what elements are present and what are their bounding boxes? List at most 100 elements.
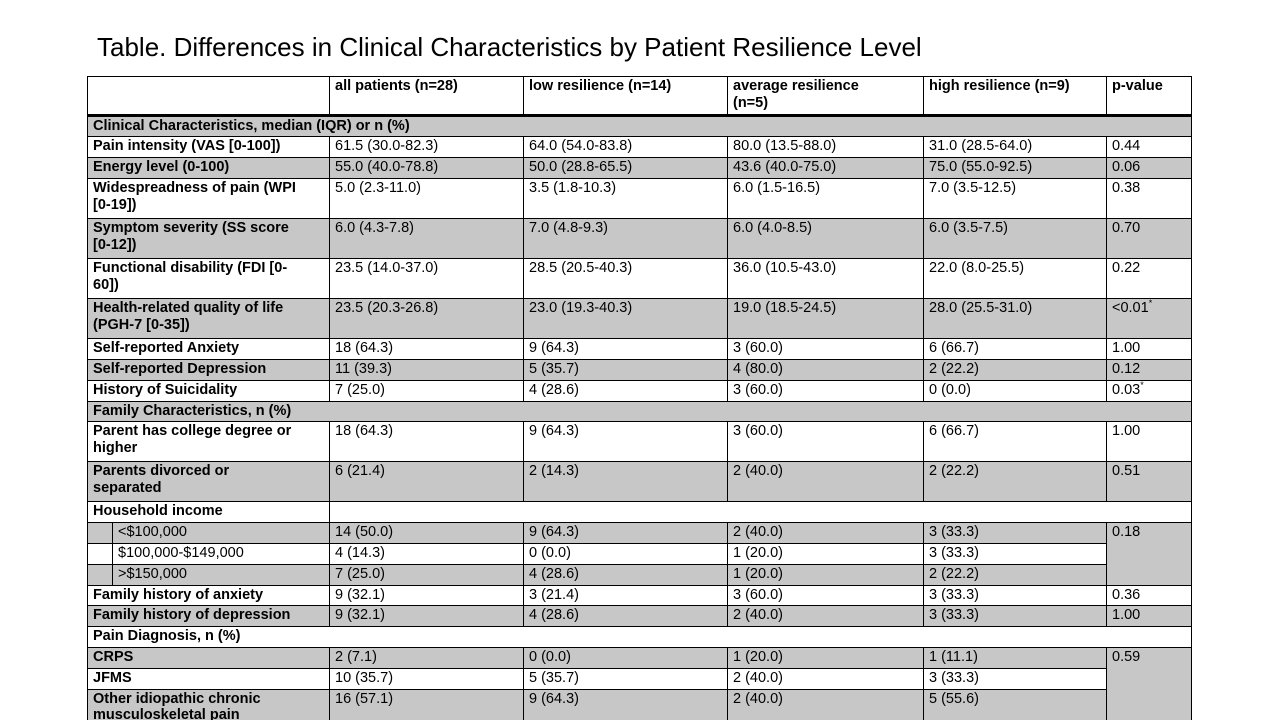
cell-value: 2 (14.3) <box>523 461 728 503</box>
p-value-cell: 1.00 <box>1106 338 1192 360</box>
cell-value: 3 (33.3) <box>923 584 1107 607</box>
row-label: Self-reported Depression <box>87 358 330 381</box>
section-header: Clinical Characteristics, median (IQR) o… <box>87 114 1192 138</box>
indent-cell <box>87 542 113 565</box>
table-row: >$150,000 7 (25.0) 4 (28.6) 1 (20.0) 2 (22.2… <box>87 563 1192 586</box>
cell-value: 6.0 (4.3-7.8) <box>329 218 524 260</box>
p-value: 0.36 <box>1112 586 1141 603</box>
p-value: 0.18 <box>1112 524 1141 541</box>
cell-value: 18 (64.3) <box>329 421 524 463</box>
p-value-cell: 0.18 <box>1106 522 1192 586</box>
table-row: Energy level (0-100) 55.0 (40.0-78.8) 50.0… <box>87 157 1192 180</box>
cell-value: 3 (33.3) <box>923 605 1107 628</box>
row-label-text: Widespreadness of pain (WPI [0-19]) <box>93 180 296 213</box>
cell-value: 14 (50.0) <box>329 522 524 544</box>
table-row: Pain intensity (VAS [0-100]) 61.5 (30.0-8… <box>87 136 1192 159</box>
p-value: <0.01 <box>1112 300 1149 317</box>
p-value-cell: 0.22 <box>1106 258 1192 300</box>
cell-value: 6 (21.4) <box>329 461 524 503</box>
cell-value: 2 (40.0) <box>727 688 924 720</box>
indent-cell <box>87 563 113 586</box>
cell-value: 75.0 (55.0-92.5) <box>923 157 1107 180</box>
row-label: Energy level (0-100) <box>87 157 330 180</box>
p-value-cell: 1.00 <box>1106 605 1192 628</box>
cell-value: 3 (60.0) <box>727 379 924 402</box>
cell-value: 3 (33.3) <box>923 522 1107 544</box>
cell-value: 3 (60.0) <box>727 584 924 607</box>
cell-value: 64.0 (54.0-83.8) <box>523 136 728 159</box>
cell-value: 3 (60.0) <box>727 338 924 360</box>
cell-value: 61.5 (30.0-82.3) <box>329 136 524 159</box>
p-value-cell: 0.38 <box>1106 178 1192 220</box>
cell-value: 9 (32.1) <box>329 605 524 628</box>
header-cell-average-resilience: average resilience (n=5) <box>727 76 924 117</box>
cell-value: 23.5 (20.3-26.8) <box>329 298 524 340</box>
cell-value: 1 (20.0) <box>727 563 924 586</box>
p-value: 1.00 <box>1112 340 1141 357</box>
cell-value: 9 (64.3) <box>523 522 728 544</box>
table-row: Self-reported Depression 11 (39.3) 5 (35.7… <box>87 358 1192 381</box>
cell-value: 31.0 (28.5-64.0) <box>923 136 1107 159</box>
cell-value: 4 (28.6) <box>523 379 728 402</box>
cell-value: 28.5 (20.5-40.3) <box>523 258 728 300</box>
cell-value: 4 (14.3) <box>329 542 524 565</box>
table-row: Self-reported Anxiety 18 (64.3) 9 (64.3) 3 … <box>87 338 1192 360</box>
p-value: 0.44 <box>1112 138 1141 155</box>
cell-value: 7 (25.0) <box>329 563 524 586</box>
p-value-cell: 0.44 <box>1106 136 1192 159</box>
cell-value: 2 (40.0) <box>727 522 924 544</box>
row-label: Other idiopathic chronic musculoskeletal… <box>87 688 330 720</box>
cell-value: 6.0 (3.5-7.5) <box>923 218 1107 260</box>
row-label-text: Symptom severity (SS score [0-12]) <box>93 220 289 253</box>
row-label-text: Parent has college degree or higher <box>93 423 292 457</box>
cell-value: 6.0 (1.5-16.5) <box>727 178 924 220</box>
cell-value: 22.0 (8.0-25.5) <box>923 258 1107 300</box>
cell-value: 7.0 (4.8-9.3) <box>523 218 728 260</box>
cell-value: 80.0 (13.5-88.0) <box>727 136 924 159</box>
cell-value: 3.5 (1.8-10.3) <box>523 178 728 220</box>
p-value-cell: 0.12 <box>1106 358 1192 381</box>
cell-value: 3 (60.0) <box>727 421 924 463</box>
table-row: Family history of anxiety 9 (32.1) 3 (21.4… <box>87 584 1192 607</box>
table-row: Symptom severity (SS score [0-12]) 6.0 (4… <box>87 218 1192 260</box>
cell-value: 19.0 (18.5-24.5) <box>727 298 924 340</box>
section-row: Pain Diagnosis, n (%) <box>87 626 1192 648</box>
table-row: Other idiopathic chronic musculoskeletal… <box>87 688 1192 720</box>
table-row: CRPS 2 (7.1) 0 (0.0) 1 (20.0) 1 (11.1) 0.59 <box>87 647 1192 720</box>
cell-value: 7.0 (3.5-12.5) <box>923 178 1107 220</box>
cell-value: 2 (40.0) <box>727 667 924 690</box>
p-value: 0.03 <box>1112 381 1141 398</box>
row-label: Household income <box>87 501 330 524</box>
row-label-text: Parents divorced or separated <box>93 463 230 497</box>
p-value-cell: 0.59 <box>1106 647 1192 720</box>
row-label: Parent has college degree or higher <box>87 421 330 463</box>
cell-value: 6 (66.7) <box>923 421 1107 463</box>
cell-value: 2 (40.0) <box>727 461 924 503</box>
cell-value: 3 (33.3) <box>923 667 1107 690</box>
p-value: 0.38 <box>1112 180 1141 197</box>
table-row: Parents divorced or separated 6 (21.4) 2 (… <box>87 461 1192 503</box>
cell-value: 55.0 (40.0-78.8) <box>329 157 524 180</box>
cell-value: 5 (35.7) <box>523 358 728 381</box>
empty-cell <box>329 501 1192 524</box>
header-cell-p-value: p-value <box>1106 76 1192 117</box>
p-value: 0.59 <box>1112 649 1141 665</box>
p-value: 0.06 <box>1112 159 1141 176</box>
section-header: Family Characteristics, n (%) <box>87 400 1192 423</box>
cell-value: 1 (11.1) <box>923 647 1107 669</box>
cell-value: 11 (39.3) <box>329 358 524 381</box>
cell-value: 2 (22.2) <box>923 358 1107 381</box>
p-value-cell: 0.06 <box>1106 157 1192 180</box>
significance-asterisk: * <box>1148 298 1153 309</box>
header-cell-empty <box>87 76 330 117</box>
table-row: Parent has college degree or higher 18 (6… <box>87 421 1192 463</box>
row-label: Pain intensity (VAS [0-100]) <box>87 136 330 159</box>
row-label: Self-reported Anxiety <box>87 338 330 360</box>
cell-value: 3 (21.4) <box>523 584 728 607</box>
cell-value: 9 (64.3) <box>523 421 728 463</box>
cell-value: 4 (80.0) <box>727 358 924 381</box>
table-row: $100,000-$149,000 4 (14.3) 0 (0.0) 1 (20.0)… <box>87 542 1192 565</box>
cell-value: 28.0 (25.5-31.0) <box>923 298 1107 340</box>
row-label: Functional disability (FDI [0-60]) <box>87 258 330 300</box>
